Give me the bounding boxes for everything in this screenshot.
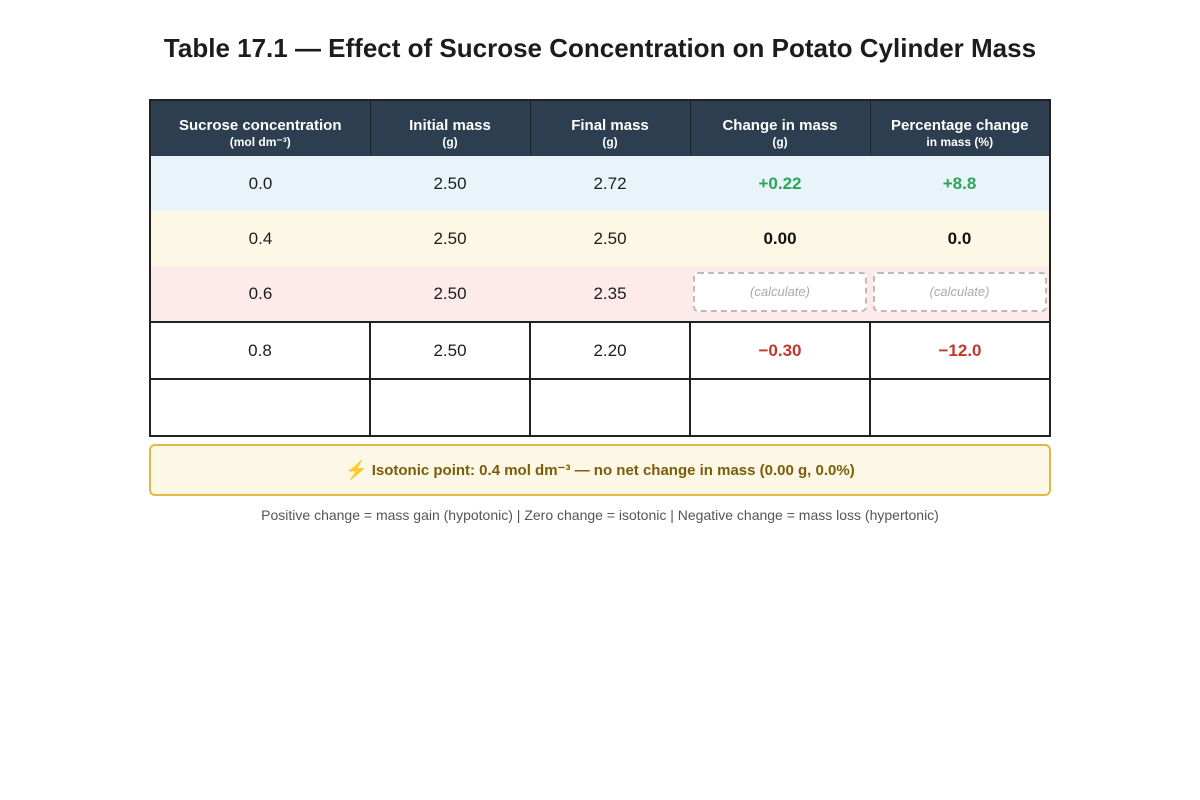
cell-final-mass: 2.20: [530, 321, 691, 379]
cell-concentration[interactable]: [150, 378, 371, 436]
cell-percentage-change: −12.0: [870, 321, 1050, 379]
header-label: Sucrose concentration: [178, 117, 342, 135]
cell-change-in-mass: +0.22: [690, 156, 870, 211]
calculate-input-box[interactable]: (calculate): [872, 271, 1047, 312]
header-label: Final mass: [571, 117, 649, 135]
header-unit: (g): [602, 135, 618, 150]
calculate-input-box[interactable]: (calculate): [693, 271, 867, 312]
header-unit: (g): [442, 135, 458, 150]
cell-change-in-mass: −0.30: [690, 321, 871, 379]
cell-initial-mass: 2.50: [370, 266, 530, 322]
table-row-empty: [150, 378, 1050, 436]
cell-percentage-change: 0.0: [870, 211, 1050, 266]
isotonic-point-callout: ⚡ Isotonic point: 0.4 mol dm⁻³ — no net c…: [149, 444, 1051, 496]
cell-change-in-mass[interactable]: [690, 378, 871, 436]
table-row-hypertonic: 0.6 2.50 2.35 (calculate) (calculate): [150, 266, 1050, 322]
cell-initial-mass: 2.50: [370, 211, 530, 266]
header-unit: in mass (%): [926, 135, 994, 150]
isotonic-point-text: Isotonic point: 0.4 mol dm⁻³ — no net ch…: [371, 462, 855, 479]
header-unit: (mol dm⁻³): [229, 135, 291, 150]
cell-final-mass[interactable]: [530, 378, 691, 436]
table-header: Sucrose concentration (mol dm⁻³) Initial…: [150, 100, 1050, 156]
header-unit: (g): [772, 135, 788, 150]
cell-concentration: 0.6: [150, 266, 370, 322]
header-change-in-mass: Change in mass (g): [690, 100, 871, 156]
header-final-mass: Final mass (g): [530, 100, 691, 156]
table-row-isotonic: 0.4 2.50 2.50 0.00 0.0: [150, 211, 1050, 266]
table-body: 0.0 2.50 2.72 +0.22 +8.8 0.4 2.50 2.50 0…: [150, 156, 1050, 436]
table-row: 0.8 2.50 2.20 −0.30 −12.0: [150, 321, 1050, 379]
header-label: Change in mass: [722, 117, 838, 135]
cell-initial-mass: 2.50: [370, 156, 530, 211]
header-label: Initial mass: [409, 117, 491, 135]
header-row: Sucrose concentration (mol dm⁻³) Initial…: [150, 100, 1050, 156]
cell-concentration: 0.8: [150, 321, 371, 379]
cell-final-mass: 2.72: [530, 156, 690, 211]
sucrose-results-table: Sucrose concentration (mol dm⁻³) Initial…: [149, 99, 1051, 437]
cell-initial-mass[interactable]: [370, 378, 531, 436]
cell-final-mass: 2.35: [530, 266, 690, 322]
cell-percentage-change[interactable]: [870, 378, 1050, 436]
cell-final-mass: 2.50: [530, 211, 690, 266]
cell-change-in-mass: (calculate): [690, 266, 870, 322]
cell-concentration: 0.0: [150, 156, 370, 211]
table-title: Table 17.1 — Effect of Sucrose Concentra…: [163, 33, 1037, 63]
cell-percentage-change: (calculate): [870, 266, 1050, 322]
cell-concentration: 0.4: [150, 211, 370, 266]
lightning-bolt-icon: ⚡: [345, 460, 368, 480]
header-percentage-change: Percentage change in mass (%): [870, 100, 1050, 156]
header-initial-mass: Initial mass (g): [370, 100, 531, 156]
cell-percentage-change: +8.8: [870, 156, 1050, 211]
cell-initial-mass: 2.50: [370, 321, 531, 379]
table-row-hypotonic: 0.0 2.50 2.72 +0.22 +8.8: [150, 156, 1050, 211]
cell-change-in-mass: 0.00: [690, 211, 870, 266]
header-label: Percentage change: [890, 117, 1029, 135]
header-concentration: Sucrose concentration (mol dm⁻³): [150, 100, 371, 156]
table-footnote: Positive change = mass gain (hypotonic) …: [261, 507, 939, 523]
